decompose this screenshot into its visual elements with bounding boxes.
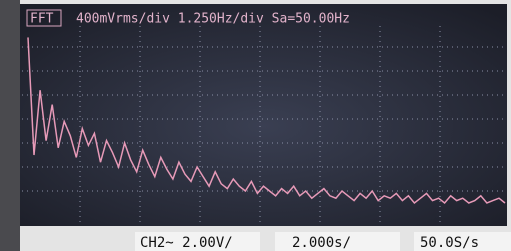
mode-label: FFT	[30, 12, 54, 27]
photo: FFT 400mVrms/div 1.250Hz/div Sa=50.00Hz …	[0, 0, 511, 251]
settings-label: 400mVrms/div 1.250Hz/div Sa=50.00Hz	[76, 12, 350, 27]
screen	[20, 4, 507, 226]
channel-label: CH2~ 2.00V/	[140, 235, 233, 251]
bezel	[0, 0, 20, 251]
rate-label: 50.0S/s	[420, 235, 479, 251]
timebase-label: 2.000s/	[292, 235, 351, 251]
